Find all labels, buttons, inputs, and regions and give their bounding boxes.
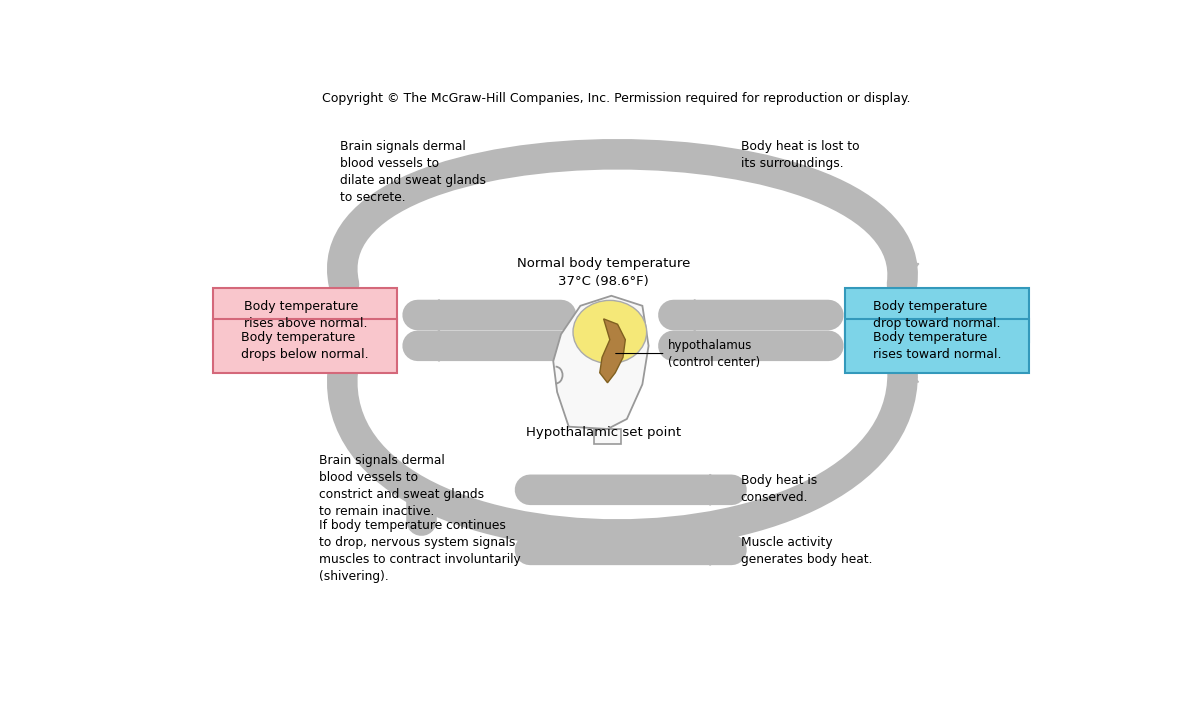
- Polygon shape: [406, 499, 438, 520]
- Ellipse shape: [573, 300, 647, 364]
- Text: Body heat is lost to
its surroundings.: Body heat is lost to its surroundings.: [740, 140, 859, 170]
- Polygon shape: [710, 535, 732, 565]
- Text: Normal body temperature: Normal body temperature: [517, 257, 690, 270]
- Polygon shape: [553, 296, 649, 429]
- FancyBboxPatch shape: [213, 319, 398, 373]
- FancyBboxPatch shape: [845, 288, 1029, 342]
- Text: Body temperature
rises toward normal.: Body temperature rises toward normal.: [873, 331, 1001, 361]
- FancyBboxPatch shape: [213, 288, 398, 342]
- Text: Brain signals dermal
blood vessels to
constrict and sweat glands
to remain inact: Brain signals dermal blood vessels to co…: [320, 453, 484, 518]
- Text: If body temperature continues
to drop, nervous system signals
muscles to contrac: If body temperature continues to drop, n…: [320, 519, 520, 583]
- Text: Copyright © The McGraw-Hill Companies, Inc. Permission required for reproduction: Copyright © The McGraw-Hill Companies, I…: [322, 92, 910, 105]
- Polygon shape: [600, 319, 625, 383]
- Text: Brain signals dermal
blood vessels to
dilate and sweat glands
to secrete.: Brain signals dermal blood vessels to di…: [340, 140, 486, 204]
- Polygon shape: [594, 429, 620, 444]
- Polygon shape: [710, 474, 732, 506]
- Text: Muscle activity
generates body heat.: Muscle activity generates body heat.: [740, 536, 873, 566]
- Polygon shape: [887, 361, 918, 384]
- Text: Body temperature
drop toward normal.: Body temperature drop toward normal.: [873, 300, 1000, 330]
- Polygon shape: [888, 262, 918, 284]
- Polygon shape: [417, 330, 439, 361]
- FancyBboxPatch shape: [845, 319, 1029, 373]
- Polygon shape: [673, 299, 695, 330]
- Polygon shape: [417, 299, 439, 330]
- Text: Hypothalamic set point: Hypothalamic set point: [526, 426, 682, 439]
- Polygon shape: [673, 330, 695, 361]
- Text: Body heat is
conserved.: Body heat is conserved.: [740, 474, 817, 504]
- Text: Body temperature
drops below normal.: Body temperature drops below normal.: [242, 331, 369, 361]
- Text: 37°C (98.6°F): 37°C (98.6°F): [558, 275, 649, 289]
- Text: Body temperature
rises above normal.: Body temperature rises above normal.: [244, 300, 367, 330]
- Text: hypothalamus
(control center): hypothalamus (control center): [668, 339, 760, 369]
